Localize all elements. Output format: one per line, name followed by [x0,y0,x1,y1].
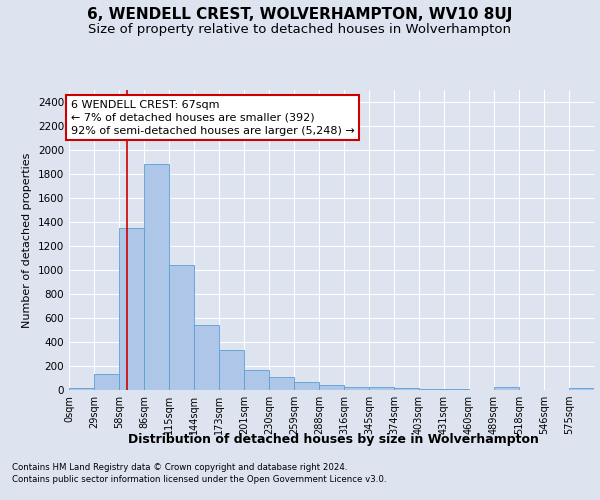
Bar [94,374,119,390]
Bar [344,386,369,390]
Text: 6, WENDELL CREST, WOLVERHAMPTON, WV10 8UJ: 6, WENDELL CREST, WOLVERHAMPTON, WV10 8U… [88,8,512,22]
Bar [294,382,319,390]
Bar [569,388,594,390]
Bar [269,377,294,390]
Bar [419,389,444,390]
Bar [144,164,169,390]
Text: Contains public sector information licensed under the Open Government Licence v3: Contains public sector information licen… [12,475,386,484]
Bar [244,370,269,390]
Y-axis label: Number of detached properties: Number of detached properties [22,152,32,328]
Bar [194,324,219,390]
Text: Size of property relative to detached houses in Wolverhampton: Size of property relative to detached ho… [89,22,511,36]
Bar [394,388,419,390]
Bar [69,388,94,390]
Text: Contains HM Land Registry data © Crown copyright and database right 2024.: Contains HM Land Registry data © Crown c… [12,462,347,471]
Bar [219,350,244,390]
Text: 6 WENDELL CREST: 67sqm
← 7% of detached houses are smaller (392)
92% of semi-det: 6 WENDELL CREST: 67sqm ← 7% of detached … [71,100,355,136]
Bar [169,264,194,390]
Text: Distribution of detached houses by size in Wolverhampton: Distribution of detached houses by size … [128,432,538,446]
Bar [319,386,344,390]
Bar [369,387,394,390]
Bar [119,228,144,390]
Bar [494,388,519,390]
